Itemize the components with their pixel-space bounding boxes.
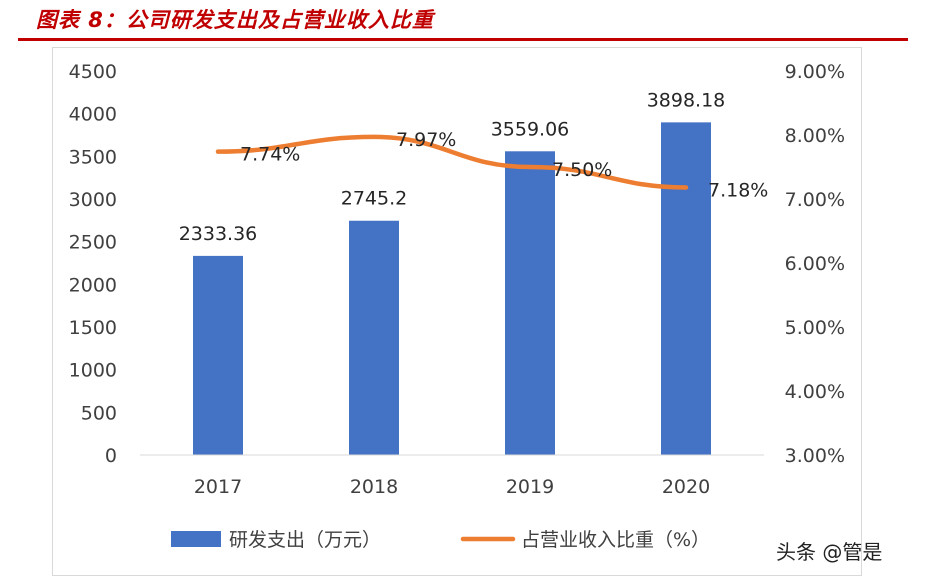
bar-2018 (349, 220, 399, 455)
y-right-tick-label: 8.00% (785, 125, 845, 147)
legend-bar-swatch (171, 531, 221, 547)
y-right-tick-label: 3.00% (785, 445, 845, 467)
bar-2017 (193, 255, 243, 455)
x-tick-label: 2019 (506, 476, 554, 498)
legend: 研发支出（万元） 占营业收入比重（%） (171, 529, 710, 551)
bar-series (193, 122, 711, 455)
line-value-label: 7.74% (240, 144, 300, 166)
y-left-tick-label: 2000 (69, 274, 117, 296)
bar-2019 (505, 151, 555, 455)
x-tick-label: 2017 (194, 476, 242, 498)
bar-2020 (661, 122, 711, 455)
y-right-tick-label: 9.00% (785, 61, 845, 83)
line-value-label: 7.18% (708, 179, 768, 201)
y-right-tick-label: 7.00% (785, 189, 845, 211)
y-left-tick-label: 3500 (69, 146, 117, 168)
y-right-tick-label: 5.00% (785, 317, 845, 339)
y-left-tick-label: 2500 (69, 232, 117, 254)
bar-value-label: 3559.06 (491, 118, 570, 140)
y-right-tick-label: 4.00% (785, 381, 845, 403)
line-value-label: 7.97% (396, 129, 456, 151)
figure-title: 图表 8：公司研发支出及占营业收入比重 (36, 8, 434, 32)
bar-value-label: 2745.2 (341, 188, 407, 210)
x-tick-label: 2018 (350, 476, 398, 498)
y-left-tick-label: 500 (81, 402, 117, 424)
line-value-label: 7.50% (552, 159, 612, 181)
data-labels: 2333.36 2745.2 3559.06 3898.18 7.74% 7.97% 7.5… (179, 89, 769, 245)
bar-value-label: 2333.36 (179, 223, 258, 245)
x-tick-label: 2020 (662, 476, 710, 498)
title-rule (18, 38, 908, 41)
chart-frame (52, 47, 862, 576)
line-path (215, 134, 689, 190)
y-left-tick-label: 4500 (69, 61, 117, 83)
watermark: 头条 @管是 (776, 540, 883, 564)
y-right-tick-label: 6.00% (785, 253, 845, 275)
legend-line-label: 占营业收入比重（%） (521, 529, 710, 551)
y-left-tick-label: 0 (105, 445, 117, 467)
bar-value-label: 3898.18 (647, 89, 726, 111)
axes: 0 500 1000 1500 2000 2500 3000 3500 4000 4500 3.00… (69, 61, 845, 498)
y-left-tick-label: 4000 (69, 104, 117, 126)
y-left-tick-label: 1500 (69, 317, 117, 339)
y-left-tick-label: 1000 (69, 360, 117, 382)
y-left-tick-label: 3000 (69, 189, 117, 211)
legend-bar-label: 研发支出（万元） (229, 529, 381, 551)
line-series (215, 134, 689, 190)
